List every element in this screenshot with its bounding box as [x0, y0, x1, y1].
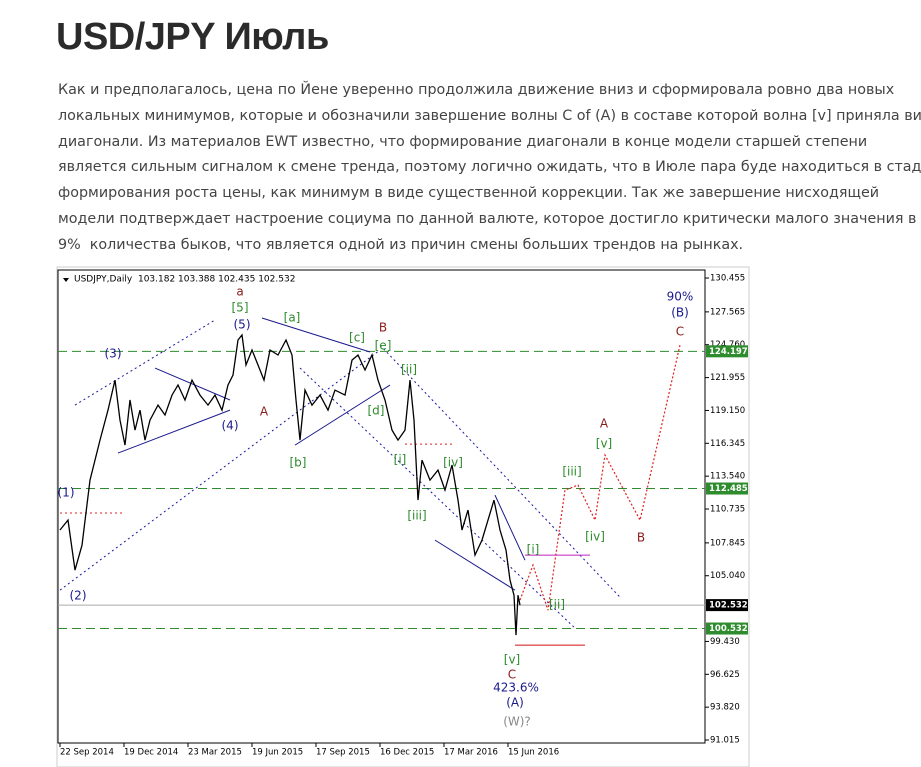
wave-label: A — [600, 417, 609, 431]
price-line — [59, 333, 521, 636]
wave-label: [b] — [290, 456, 307, 470]
y-tick-label: 107.845 — [710, 538, 745, 548]
level-label: 102.532 — [709, 601, 748, 611]
y-tick-label: 127.565 — [710, 307, 745, 317]
y-tick-label: 130.455 — [710, 274, 745, 284]
wave-label: [ii] — [401, 363, 417, 377]
wave-label: [iii] — [562, 465, 581, 479]
wave-label: (5) — [234, 318, 251, 332]
paragraph-line: является сильным сигналом к смене тренда… — [58, 159, 921, 176]
paragraph-line: 9% количества быков, что является одной … — [58, 236, 744, 253]
level-label-box — [706, 622, 748, 635]
wave-label: [i] — [394, 453, 407, 467]
wave-label: (3) — [105, 346, 122, 360]
wave-label: C — [508, 668, 516, 682]
trendline — [294, 384, 391, 446]
wave-label: [iv] — [443, 456, 463, 470]
wave-label: [a] — [284, 311, 301, 325]
wave-label: A — [260, 405, 269, 419]
trendline — [59, 349, 381, 591]
x-tick-label: 17 Sep 2015 — [316, 748, 370, 758]
y-tick-label: 110.735 — [710, 505, 745, 515]
wave-label: (A) — [506, 696, 524, 710]
y-tick-label: 116.345 — [710, 439, 745, 449]
y-tick-label: 99.430 — [710, 637, 740, 647]
wave-label: (2) — [70, 589, 87, 603]
paragraph-line: диагонали. Из материалов EWT известно, ч… — [58, 133, 868, 150]
trendline — [434, 539, 516, 591]
paragraph-line: модели подтверждает настроение социума п… — [58, 210, 917, 227]
wave-label: [v] — [596, 437, 612, 451]
wave-label: [5] — [232, 301, 249, 315]
chart-background — [56, 266, 750, 767]
y-tick-label: 113.540 — [710, 472, 745, 482]
wave-label: (4) — [222, 419, 239, 433]
chart-title: USDJPY,Daily 103.182 103.388 102.435 102… — [74, 275, 295, 285]
menu-triangle — [63, 278, 69, 282]
trendline — [261, 317, 371, 353]
trendline — [494, 494, 526, 561]
level-label-box — [706, 345, 748, 358]
level-label-box — [706, 482, 748, 495]
wave-label: a — [236, 285, 243, 299]
wave-label: [v] — [504, 653, 520, 667]
trendline — [154, 367, 231, 401]
y-tick-label: 96.625 — [710, 670, 740, 680]
wave-label: [ii] — [549, 598, 565, 612]
trendline — [74, 319, 216, 406]
projection-line — [519, 344, 681, 611]
wave-label: 423.6% — [493, 681, 539, 695]
wave-label: B — [637, 531, 645, 545]
wave-label: [e] — [375, 339, 392, 353]
wave-label: (W)? — [503, 715, 531, 729]
level-label: 124.197 — [709, 347, 748, 357]
x-tick-label: 19 Dec 2014 — [124, 748, 178, 758]
article-title: USD/JPY Июль — [56, 16, 329, 58]
paragraph-line: локальных минимумов, которые и обозначил… — [58, 107, 921, 124]
trendline — [117, 409, 231, 454]
level-label: 112.485 — [709, 484, 748, 494]
x-tick-label: 16 Dec 2015 — [380, 748, 434, 758]
paragraph-line: формирования роста цены, как минимум в в… — [58, 185, 880, 202]
y-tick-label: 91.015 — [710, 736, 740, 746]
y-tick-label: 124.760 — [710, 340, 745, 350]
wave-label: [c] — [349, 331, 365, 345]
trendline — [299, 367, 576, 629]
article-paragraph: Как и предполагалось, цена по Йене увере… — [58, 78, 921, 259]
wave-label: (B) — [671, 305, 689, 319]
y-tick-label: 121.955 — [710, 373, 745, 383]
wave-label: (1) — [58, 486, 75, 500]
wave-label: [i] — [527, 543, 540, 557]
wave-label: B — [379, 320, 387, 334]
wave-label: 90% — [667, 290, 694, 304]
level-label-box — [706, 599, 748, 612]
wave-label: [iii] — [407, 509, 426, 523]
wave-label: [d] — [368, 404, 385, 418]
wave-label: C — [676, 325, 684, 339]
y-tick-label: 119.150 — [710, 406, 745, 416]
x-tick-label: 17 Mar 2016 — [444, 748, 498, 758]
x-tick-label: 22 Sep 2014 — [60, 748, 114, 758]
x-tick-label: 23 Mar 2015 — [188, 748, 242, 758]
paragraph-line: Как и предполагалось, цена по Йене увере… — [58, 82, 895, 98]
x-tick-label: 19 Jun 2015 — [252, 748, 303, 758]
x-tick-label: 15 Jun 2016 — [508, 748, 559, 758]
y-tick-label: 105.040 — [710, 571, 745, 581]
plot-frame — [57, 269, 706, 744]
y-tick-label: 93.820 — [710, 703, 740, 713]
level-label: 100.532 — [709, 624, 748, 634]
wave-label: [iv] — [585, 530, 605, 544]
